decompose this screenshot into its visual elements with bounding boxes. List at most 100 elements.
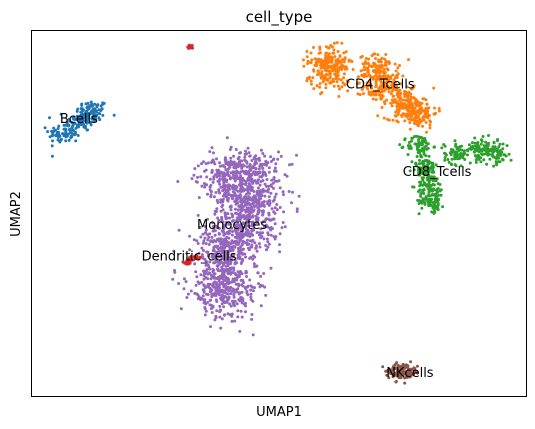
point	[493, 145, 497, 149]
point	[222, 254, 226, 258]
point	[244, 159, 248, 163]
point	[64, 139, 68, 143]
point	[403, 381, 407, 385]
point	[216, 277, 220, 281]
point	[240, 226, 244, 230]
point	[210, 311, 214, 314]
point	[248, 182, 251, 186]
point	[386, 369, 389, 373]
point	[112, 113, 116, 117]
point	[238, 329, 242, 333]
point	[429, 161, 433, 165]
point	[262, 272, 266, 275]
point	[225, 161, 229, 165]
point	[492, 164, 496, 168]
point	[420, 168, 424, 171]
point	[73, 122, 77, 125]
point	[231, 277, 235, 281]
point	[206, 161, 210, 165]
point	[250, 229, 254, 233]
point	[244, 195, 248, 199]
point	[428, 119, 432, 123]
point	[222, 230, 226, 234]
point	[384, 53, 388, 56]
point	[427, 114, 431, 118]
point	[367, 92, 371, 96]
point	[234, 166, 238, 170]
point	[409, 368, 413, 372]
point	[272, 177, 276, 181]
cluster-points-bcells	[43, 100, 116, 158]
point	[323, 76, 326, 80]
point	[376, 114, 380, 118]
point	[431, 193, 435, 197]
point	[266, 200, 269, 204]
point	[362, 65, 366, 69]
point	[383, 63, 387, 67]
point	[253, 223, 257, 227]
point	[240, 243, 244, 247]
point	[400, 113, 404, 117]
point	[204, 242, 208, 245]
point	[265, 248, 268, 252]
point	[80, 102, 84, 106]
point	[372, 69, 375, 73]
point	[498, 142, 502, 146]
point	[179, 307, 183, 311]
point	[436, 187, 440, 190]
point	[497, 160, 501, 164]
point	[63, 127, 67, 131]
point	[201, 232, 205, 236]
point	[56, 135, 60, 139]
point	[323, 57, 327, 61]
point	[269, 266, 273, 270]
point	[302, 58, 305, 62]
point	[474, 160, 478, 164]
point	[213, 318, 217, 322]
point	[87, 107, 91, 111]
point	[412, 168, 416, 172]
point	[101, 113, 105, 117]
point	[209, 195, 213, 199]
point	[224, 168, 228, 172]
point	[380, 63, 384, 67]
point	[256, 178, 260, 182]
point	[337, 77, 341, 81]
point	[212, 285, 216, 289]
point	[328, 70, 332, 73]
point	[219, 237, 223, 241]
point	[263, 182, 267, 186]
point	[74, 126, 78, 130]
point	[397, 104, 401, 108]
point	[236, 208, 240, 212]
point	[64, 123, 68, 127]
point	[75, 114, 79, 118]
point	[202, 277, 206, 281]
point	[233, 223, 237, 226]
point	[424, 98, 428, 102]
point	[365, 85, 369, 89]
point	[222, 180, 226, 184]
point	[281, 190, 285, 194]
point	[220, 268, 224, 272]
point	[501, 142, 505, 146]
point	[417, 104, 421, 107]
point	[200, 246, 204, 250]
point	[225, 220, 229, 224]
point	[390, 83, 394, 87]
point	[65, 121, 69, 125]
cluster-label: Dendritic_cells	[142, 250, 237, 265]
point	[384, 88, 388, 91]
point	[268, 199, 272, 203]
point	[249, 168, 253, 172]
point	[239, 197, 243, 201]
point	[194, 270, 198, 274]
cluster-points-dendritic-cells	[181, 43, 202, 266]
point	[215, 250, 219, 254]
point	[236, 309, 240, 313]
point	[312, 87, 316, 91]
point	[264, 217, 268, 221]
point	[391, 81, 395, 84]
point	[233, 179, 237, 183]
point	[213, 233, 217, 237]
